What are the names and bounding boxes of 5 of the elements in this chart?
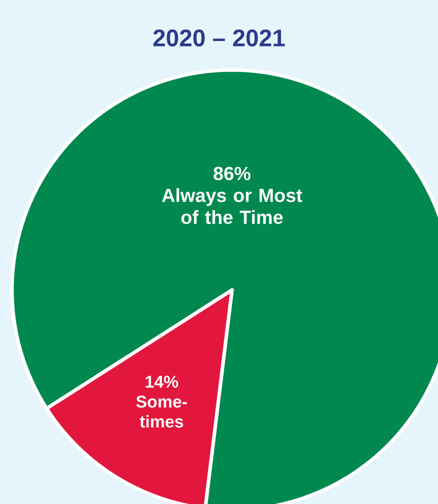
data-label: 86% bbox=[214, 166, 250, 180]
chart-title: 2020 – 2021 bbox=[153, 30, 285, 46]
slice-label: Some-times bbox=[136, 396, 187, 428]
slice-label: Always or Most of the Time bbox=[162, 188, 302, 224]
data-label: 14% bbox=[146, 376, 178, 388]
